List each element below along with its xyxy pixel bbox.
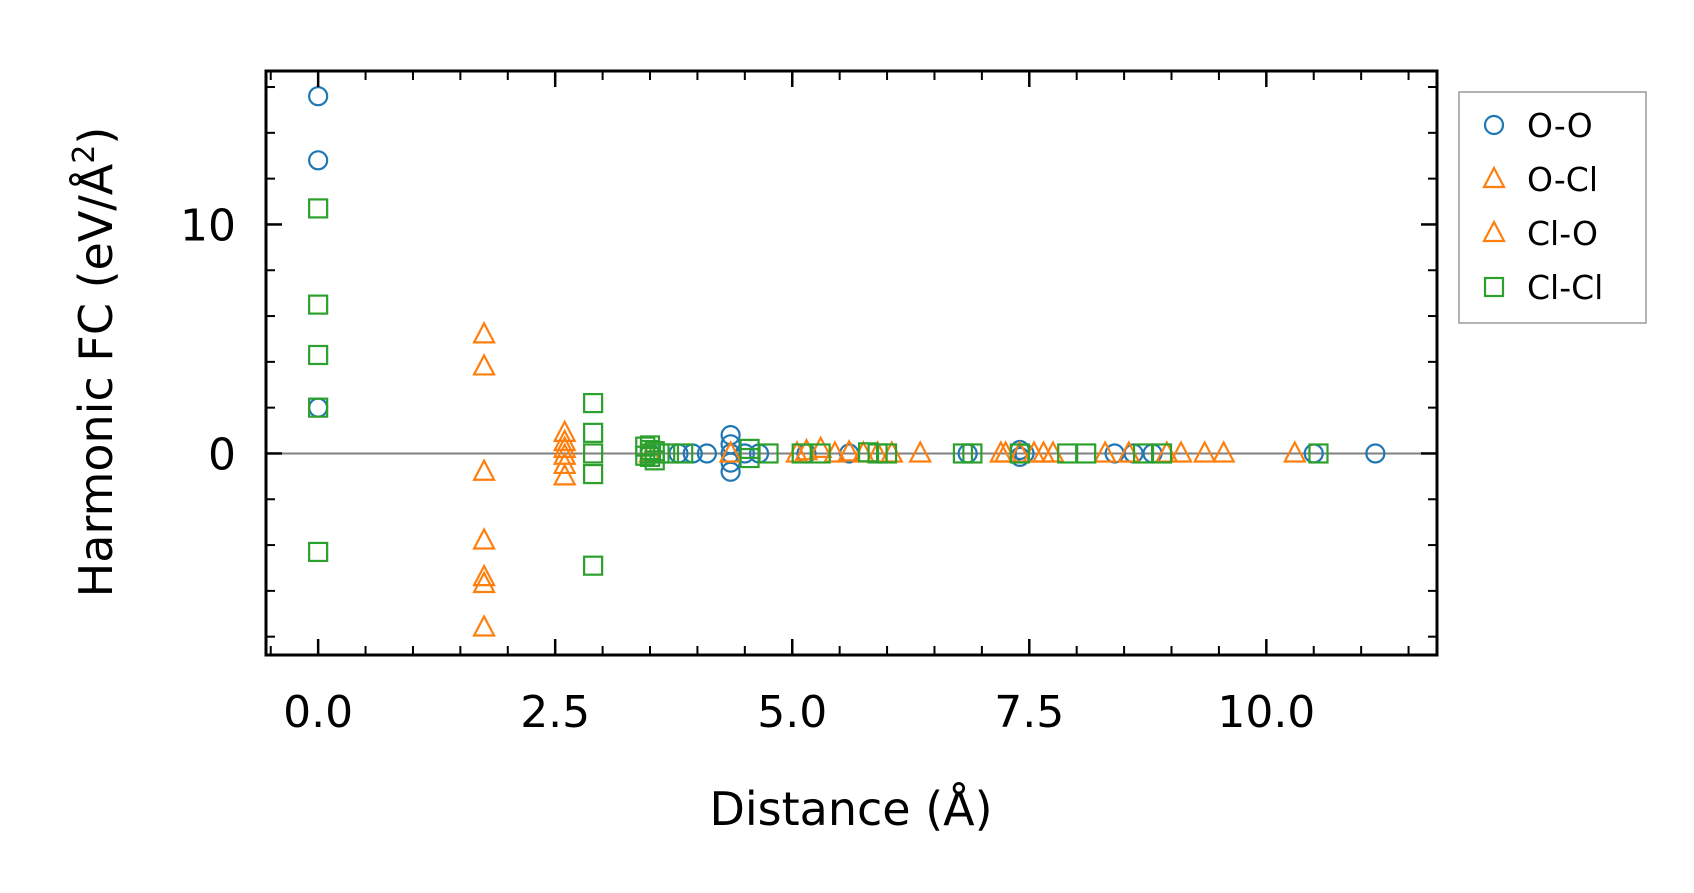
point-cl-cl bbox=[1076, 443, 1097, 464]
point-cl-cl bbox=[308, 344, 329, 366]
point-cl-cl bbox=[673, 443, 694, 464]
y-axis-label: Harmonic FC (eV/Å2) bbox=[67, 127, 123, 598]
point-o-cl bbox=[552, 435, 577, 458]
point-cl-cl bbox=[962, 443, 983, 464]
legend: O-O O-Cl Cl-O Cl-Cl bbox=[1458, 91, 1647, 324]
point-o-o bbox=[720, 461, 741, 482]
legend-marker-cl-cl bbox=[1483, 276, 1505, 298]
point-cl-cl bbox=[1151, 443, 1173, 464]
point-cl-cl bbox=[583, 422, 604, 443]
point-o-cl bbox=[472, 614, 496, 637]
data-points-layer bbox=[308, 86, 1386, 637]
point-o-cl bbox=[472, 458, 496, 481]
point-o-cl bbox=[552, 463, 577, 486]
legend-entry-cl-cl: Cl-Cl bbox=[1483, 268, 1603, 307]
point-o-cl bbox=[552, 428, 577, 452]
point-o-o bbox=[1365, 443, 1386, 464]
legend-label-cl-o: Cl-O bbox=[1527, 214, 1598, 253]
point-cl-cl bbox=[644, 441, 665, 462]
point-cl-cl bbox=[658, 443, 680, 464]
point-cl-cl bbox=[308, 198, 329, 219]
point-o-cl bbox=[908, 440, 933, 463]
point-o-cl bbox=[1169, 440, 1193, 463]
point-o-cl bbox=[1192, 440, 1217, 463]
point-o-cl bbox=[837, 438, 861, 462]
x-tick-labels: 0.0 2.5 5.0 7.5 10.0 bbox=[283, 687, 1315, 738]
legend-entry-o-o: O-O bbox=[1483, 106, 1593, 145]
point-cl-cl bbox=[583, 555, 604, 576]
x-tick-label: 5.0 bbox=[757, 687, 827, 738]
x-tick-label: 10.0 bbox=[1217, 687, 1315, 738]
point-cl-cl bbox=[308, 397, 329, 418]
y-tick-label: 0 bbox=[208, 429, 236, 480]
legend-marker-o-cl bbox=[1482, 165, 1506, 189]
point-cl-cl bbox=[308, 541, 329, 563]
x-tick-label: 2.5 bbox=[520, 687, 590, 738]
legend-label-o-o: O-O bbox=[1527, 106, 1593, 145]
x-tick-label: 7.5 bbox=[994, 687, 1064, 738]
point-o-cl bbox=[1211, 440, 1236, 463]
point-cl-cl bbox=[1009, 443, 1030, 464]
y-axis-label-base: Harmonic FC (eV/Å bbox=[69, 163, 123, 597]
point-o-cl bbox=[552, 419, 577, 442]
point-o-cl bbox=[1282, 440, 1307, 463]
x-tick-label: 0.0 bbox=[283, 687, 353, 738]
point-cl-cl bbox=[583, 392, 604, 414]
point-cl-cl bbox=[810, 443, 831, 464]
point-cl-cl bbox=[758, 443, 779, 464]
legend-entry-cl-o: Cl-O bbox=[1482, 214, 1598, 253]
y-axis-label-close: ) bbox=[69, 127, 123, 145]
plot-frame bbox=[264, 69, 1439, 657]
legend-label-o-cl: O-Cl bbox=[1527, 160, 1598, 199]
y-tick-label: 10 bbox=[180, 200, 236, 251]
legend-entry-o-cl: O-Cl bbox=[1482, 160, 1598, 199]
point-o-cl bbox=[808, 435, 833, 458]
point-o-cl bbox=[472, 353, 496, 376]
point-cl-cl bbox=[1308, 443, 1329, 464]
point-cl-cl bbox=[876, 443, 898, 464]
point-o-o bbox=[308, 86, 329, 107]
point-cl-cl bbox=[583, 443, 604, 464]
point-o-cl bbox=[472, 563, 496, 587]
point-o-cl bbox=[472, 321, 496, 344]
y-tick-labels: 0 10 bbox=[180, 200, 236, 480]
legend-box bbox=[1458, 91, 1647, 324]
y-axis-label-superscript: 2 bbox=[67, 145, 102, 164]
legend-marker-cl-o bbox=[1482, 219, 1506, 243]
point-cl-cl bbox=[583, 463, 604, 485]
legend-label-cl-cl: Cl-Cl bbox=[1527, 268, 1603, 307]
point-o-cl bbox=[472, 570, 496, 594]
point-o-cl bbox=[1093, 440, 1117, 463]
x-axis-label: Distance (Å) bbox=[709, 782, 992, 836]
legend-marker-o-o bbox=[1483, 114, 1505, 136]
point-o-cl bbox=[472, 527, 496, 550]
point-o-cl bbox=[552, 451, 577, 475]
point-o-o bbox=[308, 150, 329, 171]
point-o-cl bbox=[718, 440, 743, 463]
point-o-o bbox=[696, 443, 718, 464]
point-cl-cl bbox=[308, 294, 329, 315]
